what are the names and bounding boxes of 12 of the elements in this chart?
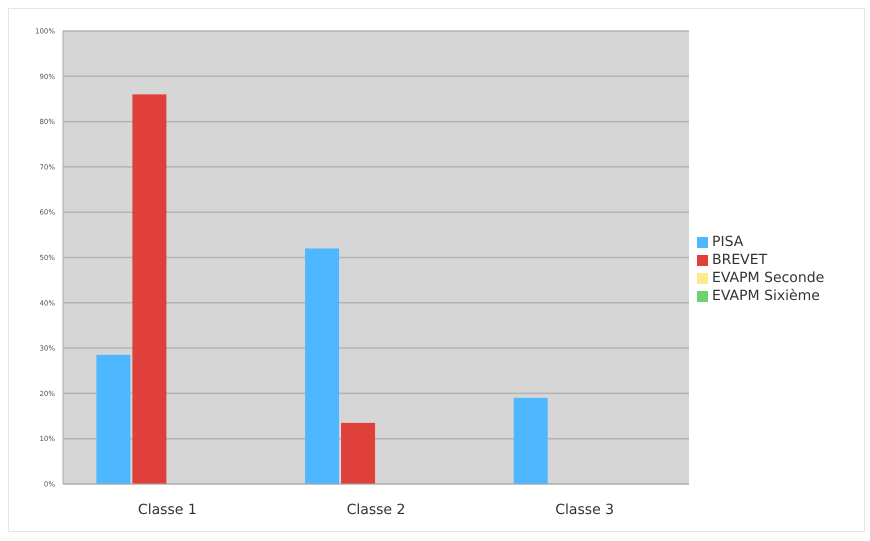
x-tick-label: Classe 3 (555, 502, 614, 518)
legend-label: PISA (712, 234, 744, 250)
legend-label: EVAPM Seconde (712, 270, 824, 286)
x-tick-label: Classe 2 (346, 502, 406, 518)
bar (341, 422, 376, 484)
bar (305, 248, 340, 484)
legend-label: BREVET (712, 252, 768, 268)
bar (96, 354, 130, 484)
bar (514, 398, 548, 484)
x-tick-label: Classe 1 (138, 502, 197, 518)
bar (132, 94, 166, 484)
legend-label: EVAPM Sixième (712, 288, 820, 304)
